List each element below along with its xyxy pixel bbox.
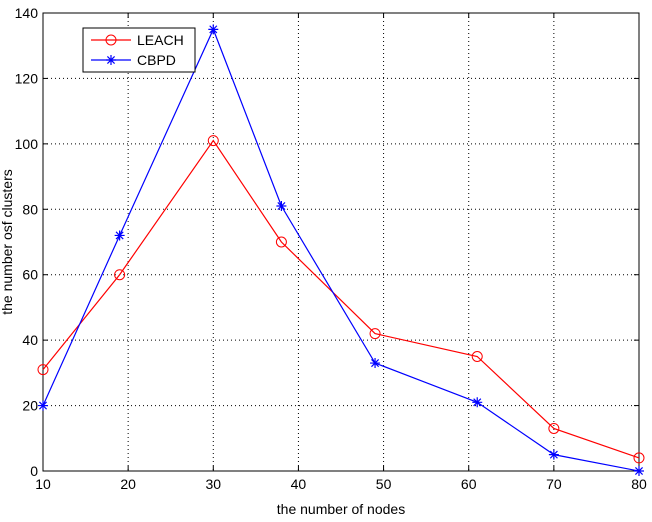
star-marker [634, 466, 644, 476]
star-marker [548, 449, 559, 460]
legend-label: LEACH [137, 32, 184, 48]
y-tick-label: 120 [15, 70, 39, 86]
star-marker [114, 230, 125, 241]
y-tick-label: 100 [15, 136, 39, 152]
legend-label: CBPD [137, 52, 176, 68]
circle-marker [37, 364, 49, 376]
plot-frame [42, 12, 640, 472]
y-axis-title: the number osf clusters [0, 169, 15, 315]
circle-marker [633, 452, 645, 464]
x-tick-label: 80 [631, 476, 647, 492]
x-tick-label: 50 [376, 476, 392, 492]
circle-marker [275, 236, 287, 248]
y-tick-label: 140 [15, 5, 39, 21]
y-tick-label: 60 [22, 267, 38, 283]
star-marker [472, 397, 483, 408]
series-line-leach [42, 139, 640, 459]
legend: LEACH CBPD [82, 27, 196, 73]
star-marker [370, 358, 381, 369]
series-layer [37, 24, 645, 476]
y-tick-label: 80 [22, 201, 38, 217]
x-tick-label: 60 [461, 476, 477, 492]
star-marker [38, 400, 48, 411]
star-marker [276, 201, 287, 212]
star-marker [208, 24, 219, 35]
circle-marker [114, 269, 126, 281]
circle-marker [207, 135, 219, 147]
grid-lines [43, 13, 639, 471]
series-leach [37, 135, 645, 464]
legend-item-leach: LEACH [91, 32, 184, 48]
x-tick-label: 70 [546, 476, 562, 492]
x-axis-title: the number of nodes [277, 501, 405, 517]
circle-marker [369, 328, 381, 340]
series-line-cbpd [42, 27, 640, 472]
legend-box [82, 27, 196, 73]
x-tick-label: 30 [205, 476, 221, 492]
series-cbpd [38, 24, 644, 476]
x-tick-label: 10 [35, 476, 51, 492]
plot-area [43, 13, 639, 471]
star-marker [106, 55, 116, 65]
y-tick-label: 40 [22, 332, 38, 348]
legend-item-cbpd: CBPD [91, 52, 176, 68]
circle-marker [105, 34, 117, 46]
y-tick-label: 20 [22, 398, 38, 414]
y-tick-label: 0 [30, 463, 38, 479]
axis-ticks: 10 20 30 40 50 60 70 80 0 20 40 60 80 100 120 140 [15, 5, 647, 492]
x-tick-label: 40 [291, 476, 307, 492]
circle-marker [548, 422, 560, 434]
x-tick-label: 20 [120, 476, 136, 492]
circle-marker [471, 351, 483, 362]
